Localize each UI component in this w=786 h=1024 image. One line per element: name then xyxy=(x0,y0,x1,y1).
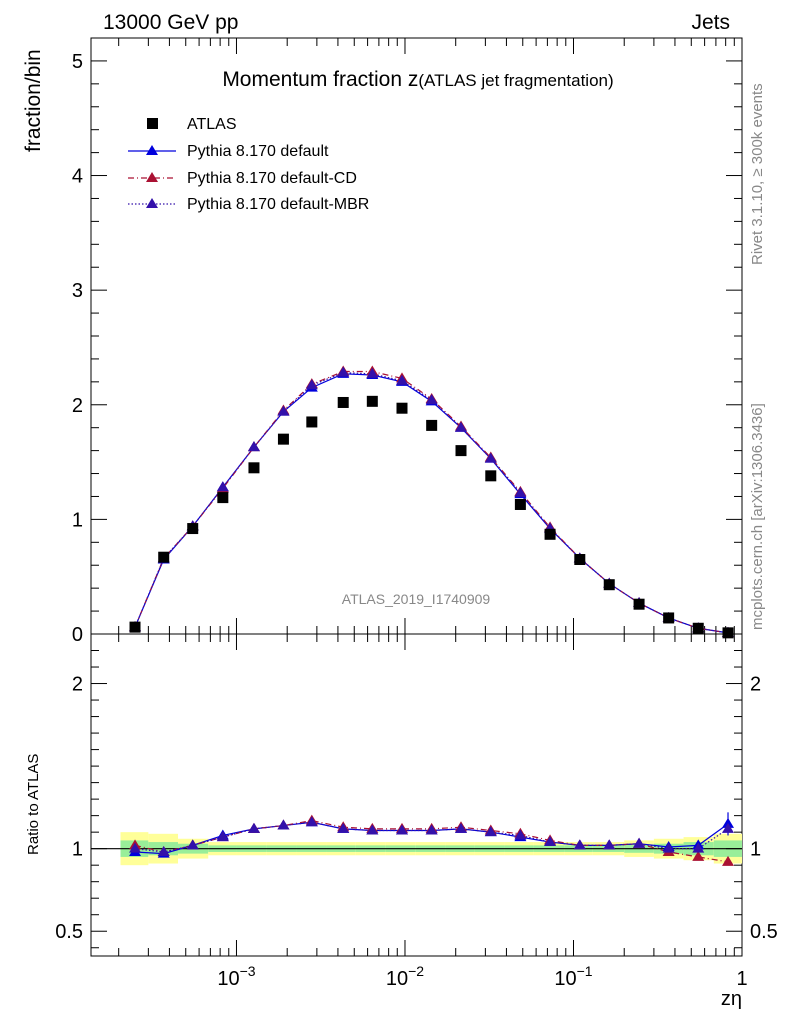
legend-label-atlas: ATLAS xyxy=(187,116,237,133)
point-ratio-3-10 xyxy=(425,824,438,835)
point-ratio-2-19 xyxy=(692,850,705,861)
data-point-13 xyxy=(514,498,526,510)
main-ytick-label-5: 5 xyxy=(72,51,83,73)
point-main-3-5 xyxy=(277,405,290,416)
point-main-3-13 xyxy=(514,487,527,498)
xtick-exponent-1: −2 xyxy=(408,963,424,979)
point-main-3-4 xyxy=(247,441,260,452)
main-ytick-label-1: 1 xyxy=(72,509,83,531)
legend-label-mbr: Pythia 8.170 default-MBR xyxy=(187,196,369,213)
axis-ticks: 0 1 2 3 4 5 0.5 0.5 1 1 2 2 10−3 10−2 10−1 1 xyxy=(55,38,778,990)
ratio-panel-frame xyxy=(90,633,743,957)
data-point-20 xyxy=(722,627,734,639)
series-layer xyxy=(129,365,735,866)
legend-marker-cd xyxy=(146,172,158,182)
header-energy: 13000 GeV pp xyxy=(103,11,238,34)
point-ratio-3-14 xyxy=(544,836,557,847)
point-ratio-3-15 xyxy=(573,839,586,850)
point-ratio-3-17 xyxy=(633,837,646,848)
point-main-3-6 xyxy=(305,379,318,390)
point-ratio-3-0 xyxy=(129,842,142,853)
data-point-14 xyxy=(544,528,556,540)
main-ytick-label-0: 0 xyxy=(72,624,83,646)
data-point-2 xyxy=(187,523,199,535)
y-axis-label-main: fraction/bin xyxy=(22,49,45,152)
data-point-7 xyxy=(337,396,349,408)
data-point-12 xyxy=(485,470,497,482)
point-ratio-3-13 xyxy=(514,829,527,840)
xtick-label-0: 10−3 xyxy=(217,963,255,990)
ratio-ytick-label-left-1: 1 xyxy=(72,839,83,861)
data-point-9 xyxy=(396,402,408,414)
point-ratio-3-12 xyxy=(484,826,497,837)
y-axis-label-ratio: Ratio to ATLAS xyxy=(25,754,42,855)
xtick-label-1: 10−2 xyxy=(386,963,424,990)
point-ratio-3-8 xyxy=(366,824,379,835)
legend-label-cd: Pythia 8.170 default-CD xyxy=(187,170,357,187)
chart-title-main: Momentum fraction z xyxy=(222,68,418,91)
data-point-10 xyxy=(426,419,438,431)
data-point-0 xyxy=(129,621,141,633)
ratio-ytick-label-right-1: 1 xyxy=(750,839,761,861)
point-main-3-12 xyxy=(484,452,497,463)
legend: ATLAS Pythia 8.170 default Pythia 8.170 … xyxy=(128,116,369,213)
legend-marker-atlas xyxy=(147,118,158,129)
point-ratio-3-18 xyxy=(662,842,675,853)
legend-marker-default xyxy=(146,145,158,155)
point-ratio-3-4 xyxy=(247,822,260,833)
point-main-3-7 xyxy=(337,366,350,377)
x-axis-label: zη xyxy=(721,988,742,1010)
point-ratio-3-3 xyxy=(216,831,229,842)
point-main-3-11 xyxy=(454,421,467,432)
header-process: Jets xyxy=(691,11,730,34)
xtick-label-2: 10−1 xyxy=(554,963,592,990)
point-ratio-3-7 xyxy=(337,822,350,833)
ratio-ytick-label-left-0: 0.5 xyxy=(55,921,83,943)
data-point-3 xyxy=(217,492,229,504)
point-ratio-3-16 xyxy=(603,839,616,850)
xtick-exponent-2: −1 xyxy=(577,963,593,979)
data-point-15 xyxy=(574,554,586,565)
point-main-3-9 xyxy=(395,374,408,385)
point-ratio-3-20 xyxy=(722,822,735,833)
legend-marker-mbr xyxy=(146,198,158,208)
data-point-11 xyxy=(455,445,467,457)
point-ratio-3-6 xyxy=(305,816,318,827)
point-main-3-8 xyxy=(366,367,379,378)
data-point-1 xyxy=(158,551,170,563)
data-point-5 xyxy=(277,433,289,445)
ratio-ytick-label-right-2: 2 xyxy=(750,674,761,696)
data-point-19 xyxy=(692,622,704,634)
point-ratio-3-11 xyxy=(454,822,467,833)
point-ratio-3-19 xyxy=(692,842,705,853)
data-point-16 xyxy=(603,579,615,591)
main-ytick-label-4: 4 xyxy=(72,166,83,188)
chart-title-sub: (ATLAS jet fragmentation) xyxy=(418,71,613,90)
point-ratio-3-1 xyxy=(157,845,170,856)
point-ratio-3-9 xyxy=(395,824,408,835)
point-main-3-3 xyxy=(216,481,229,492)
xtick-label-3: 1 xyxy=(736,968,747,990)
point-ratio-2-20 xyxy=(722,855,735,866)
point-main-3-10 xyxy=(425,394,438,405)
data-point-18 xyxy=(663,612,675,624)
point-ratio-3-5 xyxy=(277,819,290,830)
source-label: mcplots.cern.ch [arXiv:1306.3436] xyxy=(749,403,766,630)
rivet-label: Rivet 3.1.10, ≥ 300k events xyxy=(749,83,766,265)
legend-label-default: Pythia 8.170 default xyxy=(187,143,329,160)
chart-title: Momentum fraction z(ATLAS jet fragmentat… xyxy=(222,68,613,91)
data-point-17 xyxy=(633,598,645,610)
point-ratio-3-2 xyxy=(186,839,199,850)
main-ytick-label-2: 2 xyxy=(72,395,83,417)
data-point-6 xyxy=(306,416,318,428)
ratio-ytick-label-right-0: 0.5 xyxy=(750,921,778,943)
data-point-8 xyxy=(366,395,378,407)
main-ytick-label-3: 3 xyxy=(72,280,83,302)
xtick-exponent-0: −3 xyxy=(240,963,256,979)
data-point-4 xyxy=(248,462,260,474)
analysis-label: ATLAS_2019_I1740909 xyxy=(342,591,491,607)
ratio-ytick-label-left-2: 2 xyxy=(72,674,83,696)
